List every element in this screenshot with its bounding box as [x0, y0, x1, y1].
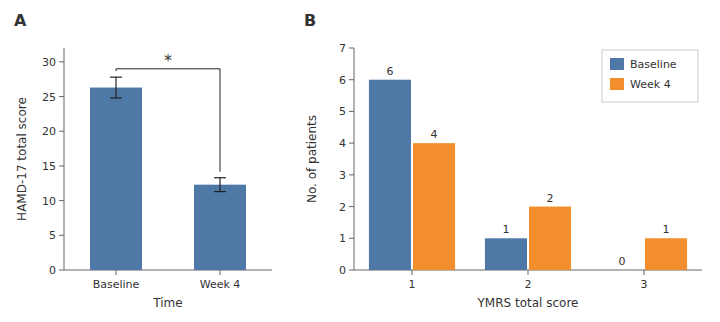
bar	[413, 143, 455, 270]
data-label: 6	[386, 65, 393, 78]
legend-swatch	[610, 58, 624, 70]
x-tick	[412, 270, 413, 275]
y-axis-line	[64, 48, 65, 270]
y-tick-label: 0	[49, 264, 56, 277]
y-tick-label: 7	[339, 42, 346, 55]
chart-svg: 051015202530BaselineWeek 4TimeHAMD-17 to…	[0, 0, 720, 322]
y-tick-label: 5	[339, 105, 346, 118]
y-tick	[349, 79, 354, 80]
panel: 0 1 2 3 4 5 6 7 1 2 3 YMRS total score No. of patien…	[304, 11, 702, 310]
y-tick-label: 10	[42, 195, 56, 208]
significance-bracket	[116, 69, 220, 172]
y-tick	[349, 270, 354, 271]
x-tick	[220, 270, 221, 275]
y-tick	[349, 174, 354, 175]
error-bar-cap	[214, 177, 226, 178]
bar	[194, 185, 246, 270]
x-tick-label: Baseline	[93, 278, 140, 291]
bar	[485, 238, 527, 270]
labels: *	[116, 51, 220, 172]
bracket-line	[116, 69, 220, 172]
y-tick-label: 4	[339, 137, 346, 150]
y-tick	[59, 131, 64, 132]
legend-entry: Baseline	[630, 58, 677, 71]
data-label: 2	[547, 192, 554, 205]
error-bar-stem	[219, 178, 220, 192]
y-tick-label: 30	[42, 56, 56, 69]
error-bar	[110, 77, 122, 98]
y-tick	[349, 206, 354, 207]
y-axis-label: HAMD-17 total score	[15, 97, 29, 221]
x-axis-label: YMRS total score	[477, 296, 579, 310]
panel: 0 5 10 15 20 25 30 Baseline Week 4 Time HAMD-17 to…	[14, 11, 272, 310]
y-tick	[59, 235, 64, 236]
y-tick-label: 15	[42, 160, 56, 173]
legend-box	[602, 50, 698, 102]
bar	[529, 207, 571, 270]
data-label: 0	[618, 255, 625, 268]
data-label: 4	[431, 128, 438, 141]
y-tick	[349, 111, 354, 112]
y-tick	[349, 48, 354, 49]
page: {"chart_data": [ {"type": "bar", "title"…	[0, 0, 720, 322]
chart-container: 051015202530BaselineWeek 4TimeHAMD-17 to…	[0, 0, 720, 322]
legend-entry: Week 4	[630, 78, 671, 91]
bar	[601, 270, 643, 271]
legend-swatch	[610, 78, 624, 90]
x-axis-label: Time	[152, 296, 182, 310]
annotation: *	[164, 51, 172, 70]
panel-label: A	[14, 11, 27, 30]
bar	[90, 88, 142, 270]
marks	[90, 77, 246, 270]
error-bar	[214, 178, 226, 192]
panel-label: B	[304, 11, 316, 30]
y-tick-label: 6	[339, 74, 346, 87]
y-tick	[59, 200, 64, 201]
y-tick-label: 2	[339, 201, 346, 214]
legend: Baseline Week 4	[602, 50, 698, 102]
y-tick-label: 3	[339, 169, 346, 182]
y-tick-label: 5	[49, 229, 56, 242]
marks	[369, 80, 687, 270]
x-tick	[528, 270, 529, 275]
x-tick-label: 3	[641, 278, 648, 291]
error-bar-cap	[110, 97, 122, 98]
data-label: 1	[663, 223, 670, 236]
error-bar-stem	[115, 77, 116, 98]
y-tick	[59, 270, 64, 271]
x-tick	[644, 270, 645, 275]
y-tick-label: 25	[42, 91, 56, 104]
y-tick	[59, 96, 64, 97]
y-tick	[59, 61, 64, 62]
y-tick-label: 0	[339, 264, 346, 277]
y-tick-label: 1	[339, 232, 346, 245]
x-tick-label: 1	[409, 278, 416, 291]
y-tick-label: 20	[42, 125, 56, 138]
error-bar-cap	[110, 77, 122, 78]
y-tick	[349, 143, 354, 144]
y-axis-label: No. of patients	[305, 115, 319, 203]
x-tick-label: 2	[525, 278, 532, 291]
y-tick	[349, 238, 354, 239]
y-axis-line	[354, 48, 355, 270]
y-tick	[59, 165, 64, 166]
bar	[645, 238, 687, 270]
error-bar-cap	[214, 191, 226, 192]
x-tick	[116, 270, 117, 275]
data-label: 1	[502, 223, 509, 236]
x-tick-label: Week 4	[200, 278, 241, 291]
bar	[369, 80, 411, 270]
